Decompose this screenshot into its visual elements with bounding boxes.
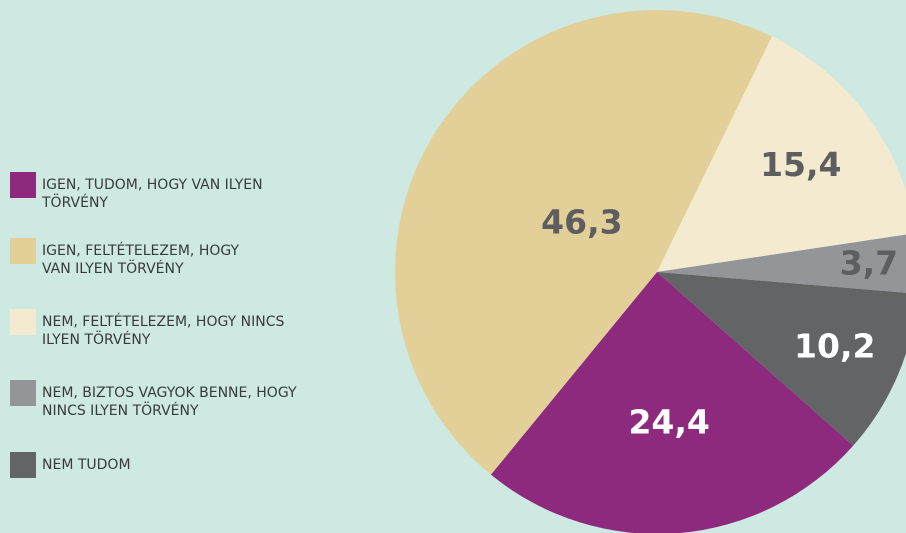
legend-item: IGEN, TUDOM, HOGY VAN ILYEN TÖRVÉNY <box>10 172 272 212</box>
pie-slice <box>657 234 906 293</box>
legend-item: NEM, BIZTOS VAGYOK BENNE, HOGY NINCS ILY… <box>10 380 310 420</box>
legend-swatch <box>10 238 36 264</box>
value-label: 3,7 <box>840 244 898 283</box>
legend-label: NEM, FELTÉTELEZEM, HOGY NINCS ILYEN TÖRV… <box>42 314 285 348</box>
pie-slice <box>657 272 906 446</box>
legend-label: IGEN, TUDOM, HOGY VAN ILYEN TÖRVÉNY <box>42 177 263 211</box>
pie-slice <box>657 36 906 272</box>
legend-swatch <box>10 452 36 478</box>
legend-swatch <box>10 309 36 335</box>
legend-item: NEM TUDOM <box>10 452 287 478</box>
legend-swatch <box>10 380 36 406</box>
value-label: 15,4 <box>760 145 841 184</box>
legend-label: IGEN, FELTÉTELEZEM, HOGY VAN ILYEN TÖRVÉ… <box>42 243 240 277</box>
legend-label: NEM TUDOM <box>42 457 131 473</box>
legend-item: IGEN, FELTÉTELEZEM, HOGY VAN ILYEN TÖRVÉ… <box>10 238 247 278</box>
legend-swatch <box>10 172 36 198</box>
value-label: 10,2 <box>794 326 875 365</box>
legend-label: NEM, BIZTOS VAGYOK BENNE, HOGY NINCS ILY… <box>42 385 297 419</box>
pie-slice <box>395 10 772 475</box>
pie-slice <box>490 272 854 533</box>
legend-item: NEM, FELTÉTELEZEM, HOGY NINCS ILYEN TÖRV… <box>10 309 292 349</box>
value-label: 24,4 <box>628 402 709 441</box>
value-label: 46,3 <box>541 202 622 241</box>
